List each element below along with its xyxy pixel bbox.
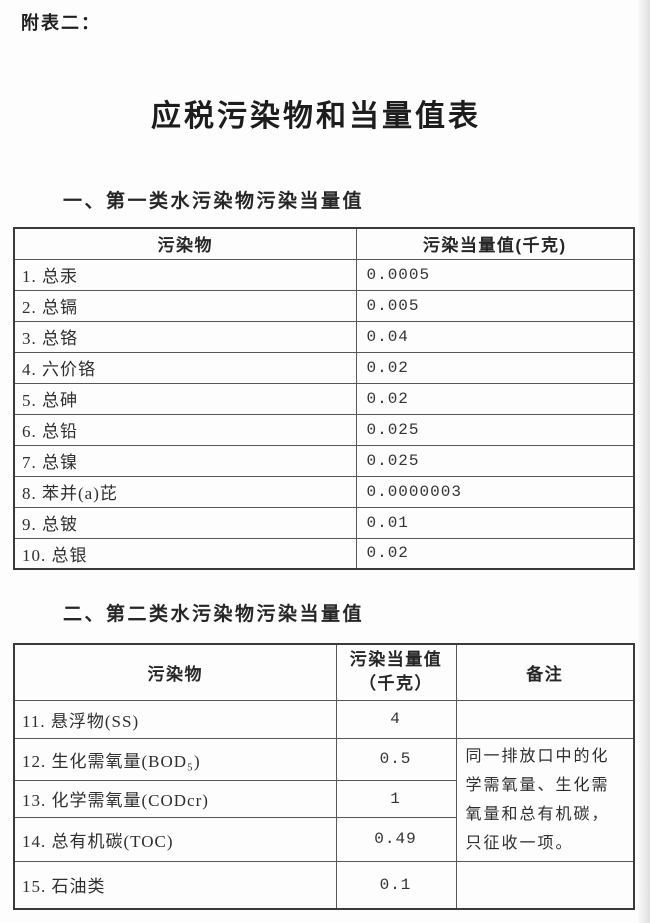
table-row: 2. 总镉 0.005 xyxy=(13,289,635,322)
equivalent-value-cell: 0.04 xyxy=(355,320,635,353)
pollutant-name-cell: 14. 总有机碳(TOC) xyxy=(13,816,337,862)
pollutant-name-cell: 8. 苯并(a)芘 xyxy=(13,475,357,508)
pollutant-name-cell: 2. 总镉 xyxy=(13,289,357,322)
table-row: 5. 总砷 0.02 xyxy=(13,382,635,415)
table-row: 13. 化学需氧量(CODcr) 1 xyxy=(13,780,634,818)
pollutant-name-cell: 3. 总铬 xyxy=(13,320,357,353)
equivalent-value-cell: 0.025 xyxy=(355,413,635,446)
pollutant-name-cell: 4. 六价铬 xyxy=(13,351,357,384)
table-row: 7. 总镍 0.025 xyxy=(13,444,635,477)
table2-header-row: 污染物 污染当量值 （千克） 备注 xyxy=(13,643,635,701)
equivalent-value-cell: 0.1 xyxy=(335,860,457,910)
table-row: 11. 悬浮物(SS) 4 xyxy=(13,699,635,739)
table-row: 14. 总有机碳(TOC) 0.49 xyxy=(13,816,634,862)
scan-edge-shadow xyxy=(637,0,650,923)
equivalent-value-cell: 0.01 xyxy=(355,506,635,539)
equivalent-value-cell: 1 xyxy=(335,780,457,818)
pollutant-name-cell: 9. 总铍 xyxy=(13,506,357,539)
equivalent-value-cell: 0.0005 xyxy=(355,258,635,291)
table2-header-pollutant: 污染物 xyxy=(13,643,337,701)
equivalent-value-cell: 4 xyxy=(335,699,457,739)
equivalent-value-cell: 0.0000003 xyxy=(355,475,635,508)
equivalent-value-cell: 0.02 xyxy=(355,537,635,570)
equivalent-value-cell: 0.02 xyxy=(355,382,635,415)
table-row: 4. 六价铬 0.02 xyxy=(13,351,635,384)
equivalent-value-cell: 0.025 xyxy=(355,444,635,477)
pollutant-name-cell: 5. 总砷 xyxy=(13,382,357,415)
pollutant-name-cell: 10. 总银 xyxy=(13,537,357,570)
pollutant-table-2: 污染物 污染当量值 （千克） 备注 11. 悬浮物(SS) 4 12. 生化需氧… xyxy=(13,643,635,910)
pollutant-name-cell: 11. 悬浮物(SS) xyxy=(13,699,337,739)
pollutant-table-1: 污染物 污染当量值(千克) 1. 总汞 0.0005 2. 总镉 0.005 3… xyxy=(13,227,635,570)
section-1-heading: 一、第一类水污染物污染当量值 xyxy=(63,191,365,212)
pollutant-name-cell: 7. 总镍 xyxy=(13,444,357,477)
table2-header-remark: 备注 xyxy=(455,643,635,701)
table2-header-value: 污染当量值 （千克） xyxy=(335,643,457,701)
pollutant-name-cell: 1. 总汞 xyxy=(13,258,357,291)
appendix-label: 附表二： xyxy=(21,13,101,33)
merged-remark-cell: 同一排放口中的化学需氧量、生化需氧量和总有机碳，只征收一项。 xyxy=(455,737,635,862)
table-row: 3. 总铬 0.04 xyxy=(13,320,635,353)
equivalent-value-cell: 0.5 xyxy=(335,737,457,782)
equivalent-value-cell: 0.02 xyxy=(355,351,635,384)
section-2-heading: 二、第二类水污染物污染当量值 xyxy=(63,604,365,625)
table-row: 10. 总银 0.02 xyxy=(13,537,635,570)
table-row: 6. 总铅 0.025 xyxy=(13,413,635,446)
pollutant-name-cell: 12. 生化需氧量(BOD₅) xyxy=(13,737,337,782)
table-row: 12. 生化需氧量(BOD₅) 0.5 同一排放口中的化学需氧量、生化需氧量和总… xyxy=(13,737,635,862)
pollutant-name-cell: 13. 化学需氧量(CODcr) xyxy=(13,780,337,818)
pollutant-name-cell: 6. 总铅 xyxy=(13,413,357,446)
table-row: 1. 总汞 0.0005 xyxy=(13,258,635,291)
table1-header-pollutant: 污染物 xyxy=(13,227,357,260)
pollutant-name-cell: 15. 石油类 xyxy=(13,860,337,910)
equivalent-value-cell: 0.005 xyxy=(355,289,635,322)
equivalent-value-cell: 0.49 xyxy=(335,816,457,862)
doc-title: 应税污染物和当量值表 xyxy=(151,100,481,133)
table-row: 9. 总铍 0.01 xyxy=(13,506,635,539)
table1-header-row: 污染物 污染当量值(千克) xyxy=(13,227,635,260)
remark-cell xyxy=(455,699,635,739)
table-row: 15. 石油类 0.1 xyxy=(13,860,635,910)
table-row: 8. 苯并(a)芘 0.0000003 xyxy=(13,475,635,508)
table1-header-value: 污染当量值(千克) xyxy=(355,227,635,260)
remark-cell xyxy=(455,860,635,910)
